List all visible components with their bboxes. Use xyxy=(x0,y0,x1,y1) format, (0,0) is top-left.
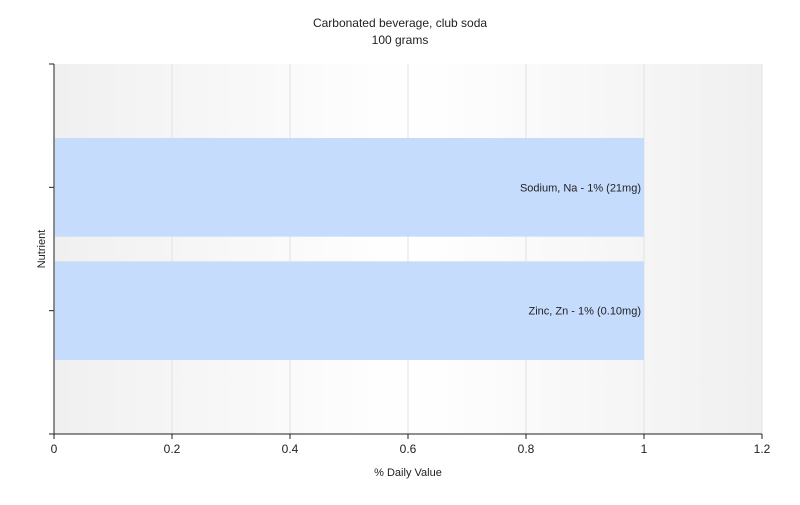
x-tick-label: 0 xyxy=(51,442,58,456)
x-axis-label: % Daily Value xyxy=(374,467,442,479)
x-tick-label: 1 xyxy=(641,442,648,456)
chart-subtitle: 100 grams xyxy=(372,33,429,47)
chart-title: Carbonated beverage, club soda xyxy=(313,16,487,30)
bar xyxy=(55,138,644,237)
x-tick-label: 0.2 xyxy=(164,442,181,456)
bar-data-label: Zinc, Zn - 1% (0.10mg) xyxy=(529,306,641,318)
y-axis-label: Nutrient xyxy=(36,230,48,269)
x-tick-label: 0.6 xyxy=(400,442,417,456)
bar-data-label: Sodium, Na - 1% (21mg) xyxy=(520,182,641,194)
x-tick-label: 1.2 xyxy=(754,442,771,456)
x-tick-label: 0.8 xyxy=(518,442,535,456)
bar xyxy=(55,261,644,360)
x-tick-label: 0.4 xyxy=(282,442,299,456)
